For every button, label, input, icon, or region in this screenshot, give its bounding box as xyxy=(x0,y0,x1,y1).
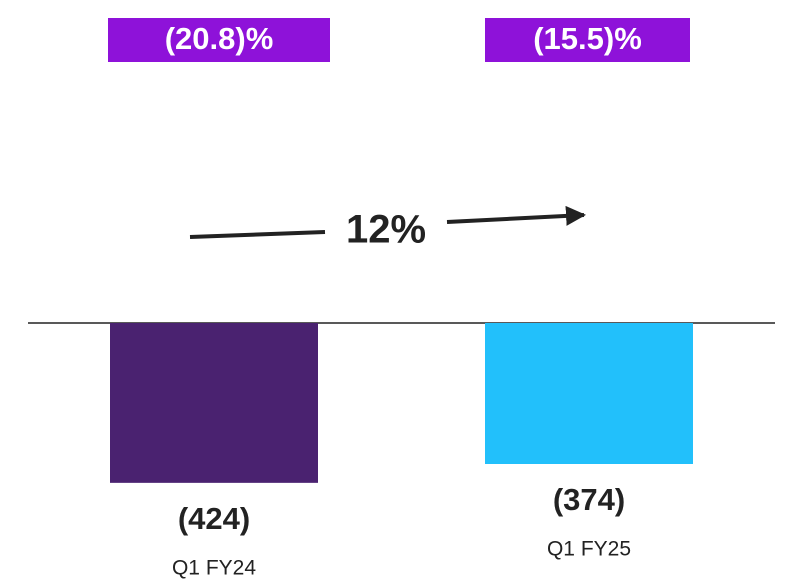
margin-label: (15.5)% xyxy=(533,21,642,56)
margin-label: (20.8)% xyxy=(165,21,274,56)
margin-badge xyxy=(108,18,330,62)
bar xyxy=(485,323,693,464)
category-label: Q1 FY24 xyxy=(172,556,256,579)
margin-badge xyxy=(485,18,690,62)
category-label: Q1 FY25 xyxy=(547,538,631,561)
change-label: 12% xyxy=(346,208,426,252)
change-arrow xyxy=(446,205,586,226)
value-label: (374) xyxy=(553,482,625,517)
bar xyxy=(110,323,318,483)
change-line xyxy=(189,230,326,239)
value-label: (424) xyxy=(178,501,250,536)
